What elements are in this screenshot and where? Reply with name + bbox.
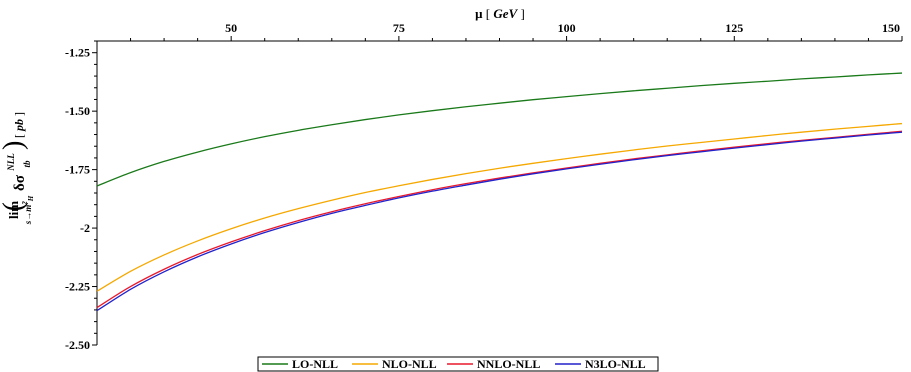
y-title-main: δσ	[12, 174, 28, 191]
series-group	[96, 72, 903, 312]
series-line-nnlo-nll	[96, 130, 903, 309]
y-tick-label: -2.50	[65, 338, 90, 352]
svg-text:(: (	[0, 202, 29, 211]
y-tick-label: -1.75	[65, 163, 90, 177]
series-line-n3lo-nll	[96, 131, 903, 312]
x-tick-label: 75	[393, 21, 405, 35]
series-line-nlo-nll	[96, 122, 903, 292]
y-tick-label: -2.25	[65, 280, 90, 294]
y-tick-label: -2	[80, 221, 90, 235]
y-title-sub: tb	[22, 160, 32, 168]
y-axis-title: ( lim s→m2H δσ NLL tb ) [ pb ]	[0, 112, 35, 225]
svg-text:): )	[0, 141, 29, 150]
x-tick-label: 100	[558, 21, 576, 35]
legend-label: NLO-NLL	[382, 357, 437, 371]
y-title-sup: NLL	[6, 153, 16, 172]
x-tick-label: 150	[882, 21, 900, 35]
x-tick-label: 125	[725, 21, 743, 35]
legend-label: N3LO-NLL	[585, 357, 646, 371]
x-axis-title: μ [ GeV ]	[475, 6, 525, 21]
legend: LO-NLL NLO-NLL NNLO-NLL N3LO-NLL	[257, 356, 659, 372]
x-ticks: 50 75 100 125 150	[130, 21, 903, 41]
legend-label: LO-NLL	[292, 357, 338, 371]
y-tick-label: -1.25	[65, 46, 90, 60]
legend-label: NNLO-NLL	[477, 357, 540, 371]
y-ticks: -1.25 -1.50 -1.75 -2 -2.25 -2.50	[65, 40, 97, 352]
x-tick-label: 50	[225, 21, 237, 35]
y-title-lim-sub: s→m2H	[21, 195, 35, 225]
y-title-unit: [ pb ]	[12, 112, 26, 138]
axes	[96, 40, 902, 345]
y-title-lim: lim	[6, 201, 21, 219]
y-tick-label: -1.50	[65, 104, 90, 118]
series-line-lo-nll	[96, 72, 903, 187]
